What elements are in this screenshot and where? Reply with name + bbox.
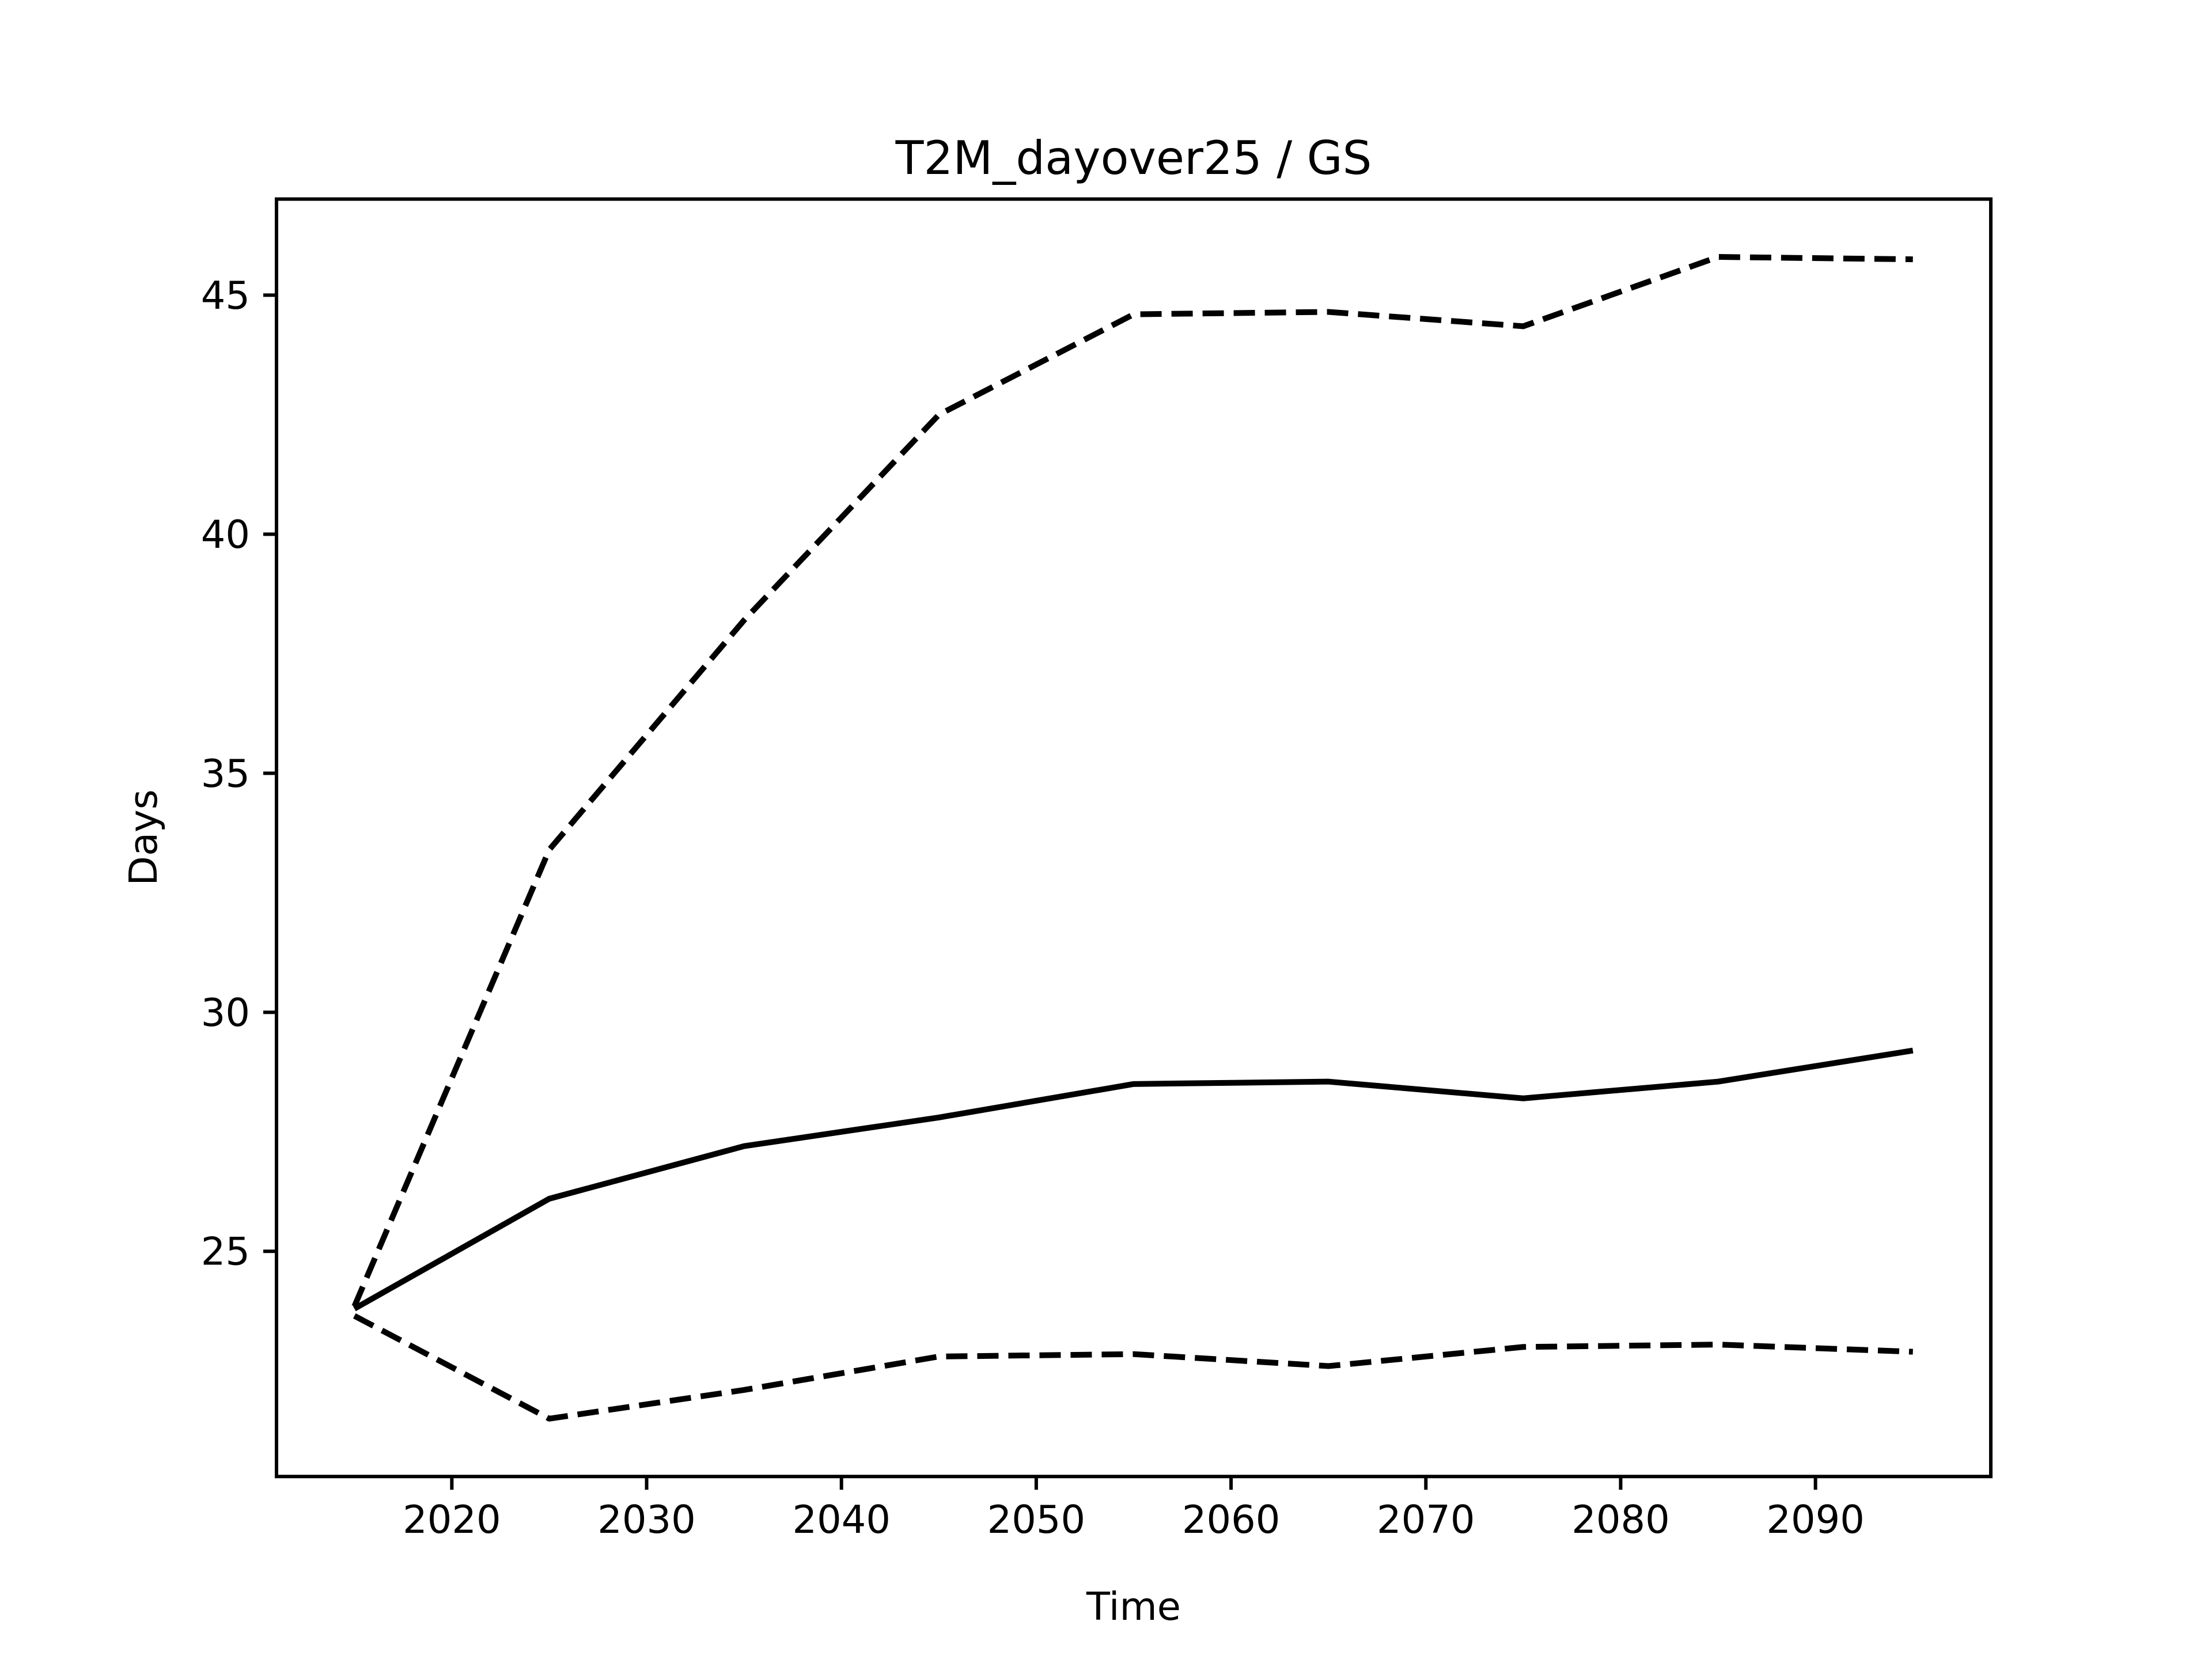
- series-lower-band-line: [353, 1313, 1913, 1422]
- x-axis-label: Time: [1086, 1584, 1181, 1629]
- y-tick-label: 40: [201, 512, 250, 557]
- x-tick-label: 2080: [1571, 1497, 1670, 1542]
- x-tick-label: 2090: [1766, 1497, 1865, 1542]
- series-upper-band-line: [351, 254, 1913, 1308]
- x-tick-label: 2040: [792, 1497, 891, 1542]
- chart-title: T2M_dayover25 / GS: [895, 131, 1372, 185]
- y-axis-label: Days: [121, 789, 166, 885]
- y-tick-label: 30: [201, 990, 250, 1035]
- x-tick-label: 2030: [597, 1497, 696, 1542]
- axes: 2020 2030 2040 2050 2060 2070 2080 2090 25 30 35 40…: [201, 197, 1993, 1542]
- series-mean-line: [353, 1047, 1914, 1312]
- y-tick-label: 45: [201, 273, 250, 318]
- y-tick-label: 25: [201, 1229, 250, 1274]
- x-tick-label: 2050: [987, 1497, 1086, 1542]
- plot-area: [351, 254, 1914, 1422]
- x-tick-label: 2020: [403, 1497, 501, 1542]
- y-tick-label: 35: [201, 751, 250, 796]
- plot-spines: [275, 197, 1993, 1479]
- x-tick-label: 2060: [1182, 1497, 1281, 1542]
- x-tick-label: 2070: [1377, 1497, 1475, 1542]
